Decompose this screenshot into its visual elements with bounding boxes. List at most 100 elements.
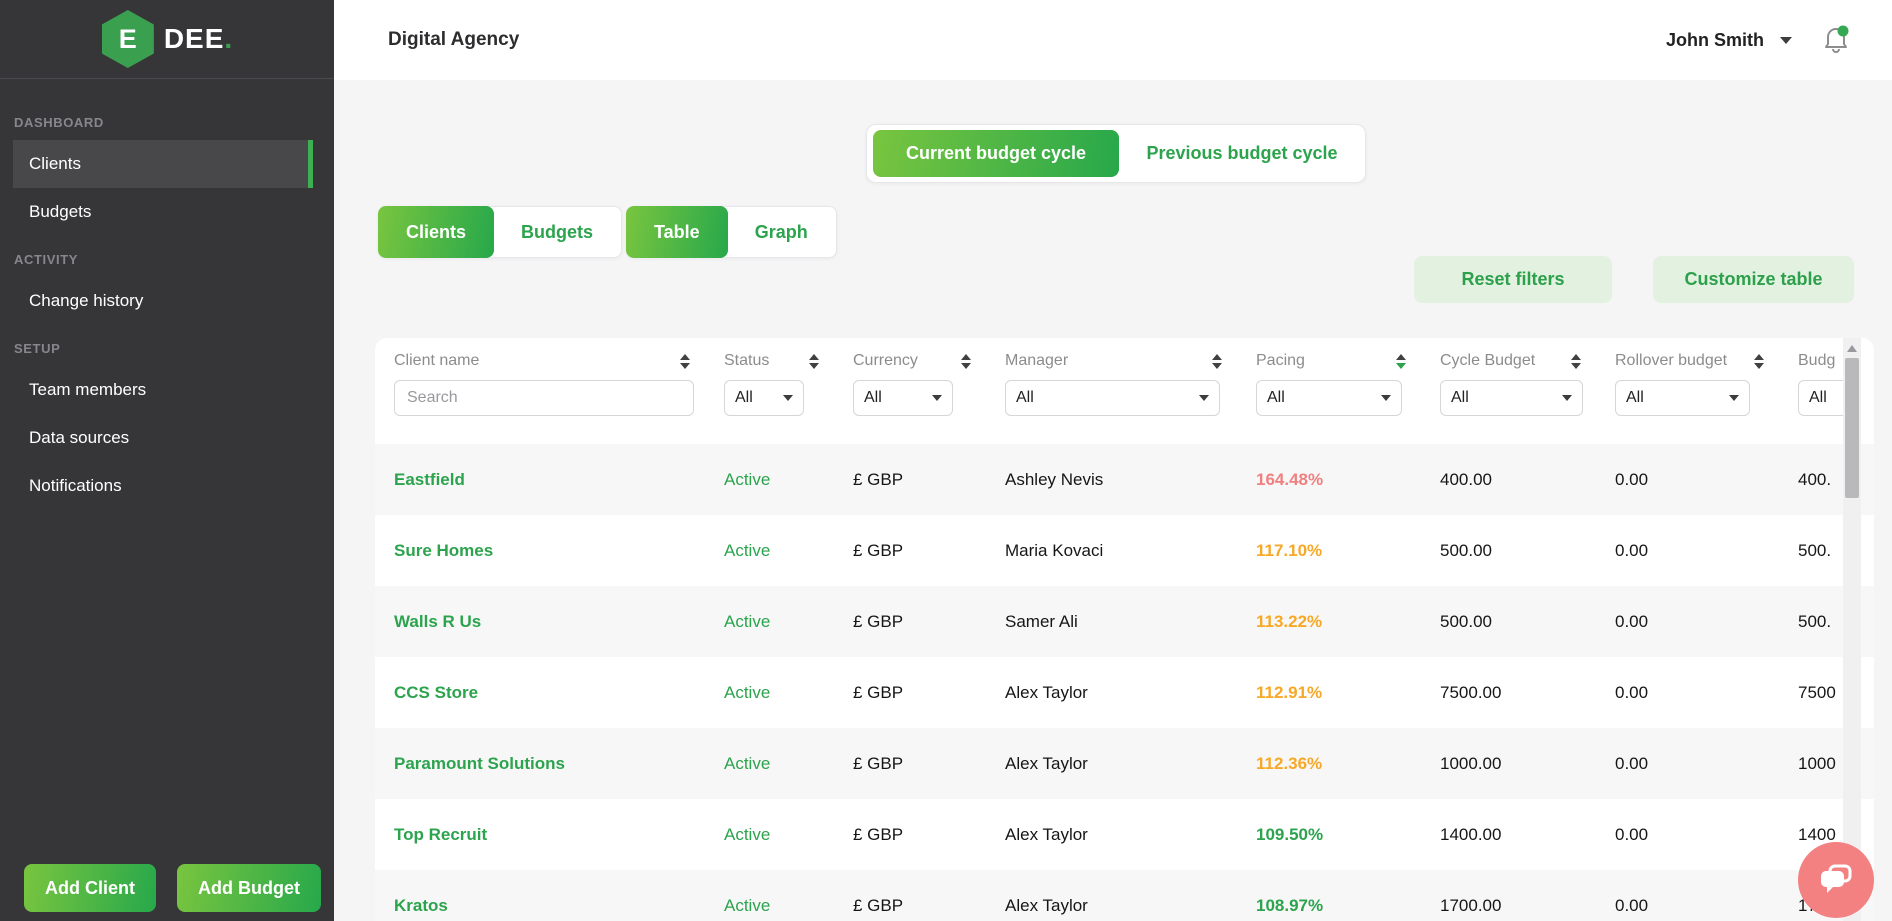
user-name: John Smith — [1666, 29, 1764, 50]
budget-extra-value: 400. — [1798, 469, 1832, 489]
clients-tab[interactable]: Clients — [378, 206, 495, 258]
status-value: Active — [724, 895, 771, 915]
bell-icon — [1825, 25, 1849, 53]
cycle-budget-value: 7500.00 — [1440, 682, 1502, 702]
cycle-budget-value: 1000.00 — [1440, 753, 1502, 773]
sidebar-item-data-sources[interactable]: Data sources — [29, 428, 130, 447]
pacing-value: 117.10% — [1256, 540, 1323, 560]
budget-extra-value: 500. — [1798, 611, 1832, 631]
sidebar: E DEE. DASHBOARD Clients Budgets ACTIVIT… — [0, 0, 334, 921]
status-value: Active — [724, 469, 771, 489]
sidebar-item-team-members[interactable]: Team members — [29, 380, 147, 399]
view-toggle: Table Graph — [626, 206, 837, 258]
pacing-value: 109.50% — [1256, 824, 1324, 844]
client-search-input[interactable] — [394, 380, 694, 416]
client-link[interactable]: Eastfield — [394, 469, 465, 489]
graph-view-tab[interactable]: Graph — [754, 221, 808, 242]
budget-extra-value: 1400 — [1798, 824, 1836, 844]
entity-toggle: Clients Budgets — [378, 206, 623, 258]
currency-value: £ GBP — [853, 753, 904, 773]
column-header-status: Status — [724, 352, 853, 370]
table-view-tab[interactable]: Table — [626, 206, 728, 258]
budgets-tab[interactable]: Budgets — [521, 221, 594, 242]
table-header-row: Client name Status Currency Manager Paci… — [375, 352, 1874, 370]
sort-icon[interactable] — [680, 353, 690, 369]
pacing-value: 112.36% — [1256, 753, 1323, 773]
rollover-budget-value: 0.00 — [1615, 753, 1649, 773]
table-row: Eastfield Active £ GBP Ashley Nevis 164.… — [375, 444, 1874, 515]
manager-value: Samer Ali — [1005, 611, 1078, 631]
current-budget-cycle-button[interactable]: Current budget cycle — [873, 130, 1119, 177]
logo-dot: . — [224, 23, 233, 54]
chat-widget-button[interactable] — [1798, 842, 1874, 918]
user-menu[interactable]: John Smith — [1666, 30, 1792, 51]
logo-hex-letter: E — [118, 23, 137, 54]
cycle-budget-filter-dropdown[interactable]: All — [1440, 380, 1583, 416]
client-link[interactable]: Walls R Us — [394, 611, 482, 631]
manager-filter-dropdown[interactable]: All — [1005, 380, 1220, 416]
table-row: Walls R Us Active £ GBP Samer Ali 113.22… — [375, 586, 1874, 657]
sidebar-item-notifications[interactable]: Notifications — [29, 476, 122, 495]
budget-extra-value: 1000 — [1798, 753, 1836, 773]
column-header-manager: Manager — [1005, 352, 1256, 370]
table-row: Paramount Solutions Active £ GBP Alex Ta… — [375, 728, 1874, 799]
sort-icon[interactable] — [809, 353, 819, 369]
sort-icon[interactable] — [1571, 353, 1581, 369]
chevron-down-icon — [1381, 395, 1391, 401]
reset-filters-button[interactable]: Reset filters — [1414, 256, 1612, 303]
pacing-filter-dropdown[interactable]: All — [1256, 380, 1402, 416]
sort-icon[interactable] — [1754, 353, 1764, 369]
chat-bubbles-icon — [1821, 864, 1852, 893]
rollover-budget-filter-dropdown[interactable]: All — [1615, 380, 1750, 416]
column-header-rollover-budget: Rollover budget — [1615, 352, 1798, 370]
pacing-value: 113.22% — [1256, 611, 1323, 631]
client-link[interactable]: Paramount Solutions — [394, 753, 565, 773]
previous-budget-cycle-button[interactable]: Previous budget cycle — [1146, 143, 1338, 163]
cycle-budget-value: 1700.00 — [1440, 895, 1502, 915]
add-budget-button[interactable]: Add Budget — [177, 864, 321, 912]
page-title: Digital Agency — [388, 29, 520, 50]
table-filter-row: All All All All All All All — [375, 380, 1874, 416]
notifications-bell-button[interactable] — [1822, 25, 1850, 55]
manager-value: Ashley Nevis — [1005, 469, 1104, 489]
status-filter-dropdown[interactable]: All — [724, 380, 804, 416]
cycle-budget-value: 1400.00 — [1440, 824, 1502, 844]
sort-icon[interactable] — [961, 353, 971, 369]
chevron-down-icon — [1729, 395, 1739, 401]
customize-table-button[interactable]: Customize table — [1653, 256, 1854, 303]
client-link[interactable]: Kratos — [394, 895, 448, 915]
pacing-value: 108.97% — [1256, 895, 1324, 915]
scroll-up-arrow[interactable] — [1847, 345, 1857, 352]
cycle-budget-value: 400.00 — [1440, 469, 1492, 489]
client-link[interactable]: Sure Homes — [394, 540, 494, 560]
column-header-client-name: Client name — [394, 352, 724, 370]
client-link[interactable]: Top Recruit — [394, 824, 488, 844]
add-client-button[interactable]: Add Client — [24, 864, 156, 912]
cycle-budget-value: 500.00 — [1440, 540, 1492, 560]
sort-icon[interactable] — [1212, 353, 1222, 369]
scrollbar-thumb[interactable] — [1845, 358, 1859, 498]
topbar: Digital Agency John Smith — [334, 0, 1892, 80]
status-value: Active — [724, 753, 771, 773]
nav-section-activity: ACTIVITY — [14, 252, 79, 267]
table-body: Eastfield Active £ GBP Ashley Nevis 164.… — [375, 444, 1874, 921]
status-value: Active — [724, 611, 771, 631]
column-header-currency: Currency — [853, 352, 1005, 370]
currency-filter-dropdown[interactable]: All — [853, 380, 953, 416]
sidebar-item-budgets[interactable]: Budgets — [29, 202, 92, 221]
rollover-budget-value: 0.00 — [1615, 540, 1649, 560]
currency-value: £ GBP — [853, 895, 904, 915]
table-vertical-scrollbar[interactable] — [1843, 338, 1861, 921]
rollover-budget-value: 0.00 — [1615, 682, 1649, 702]
rollover-budget-value: 0.00 — [1615, 611, 1649, 631]
sort-icon[interactable] — [1396, 353, 1406, 369]
sidebar-item-clients[interactable]: Clients — [13, 140, 313, 188]
rollover-budget-value: 0.00 — [1615, 895, 1649, 915]
client-link[interactable]: CCS Store — [394, 682, 479, 702]
currency-value: £ GBP — [853, 540, 904, 560]
status-value: Active — [724, 682, 771, 702]
logo-text: DEE — [163, 23, 225, 54]
status-value: Active — [724, 824, 771, 844]
sidebar-footer: Add Client Add Budget — [24, 864, 321, 912]
sidebar-item-change-history[interactable]: Change history — [29, 291, 144, 310]
